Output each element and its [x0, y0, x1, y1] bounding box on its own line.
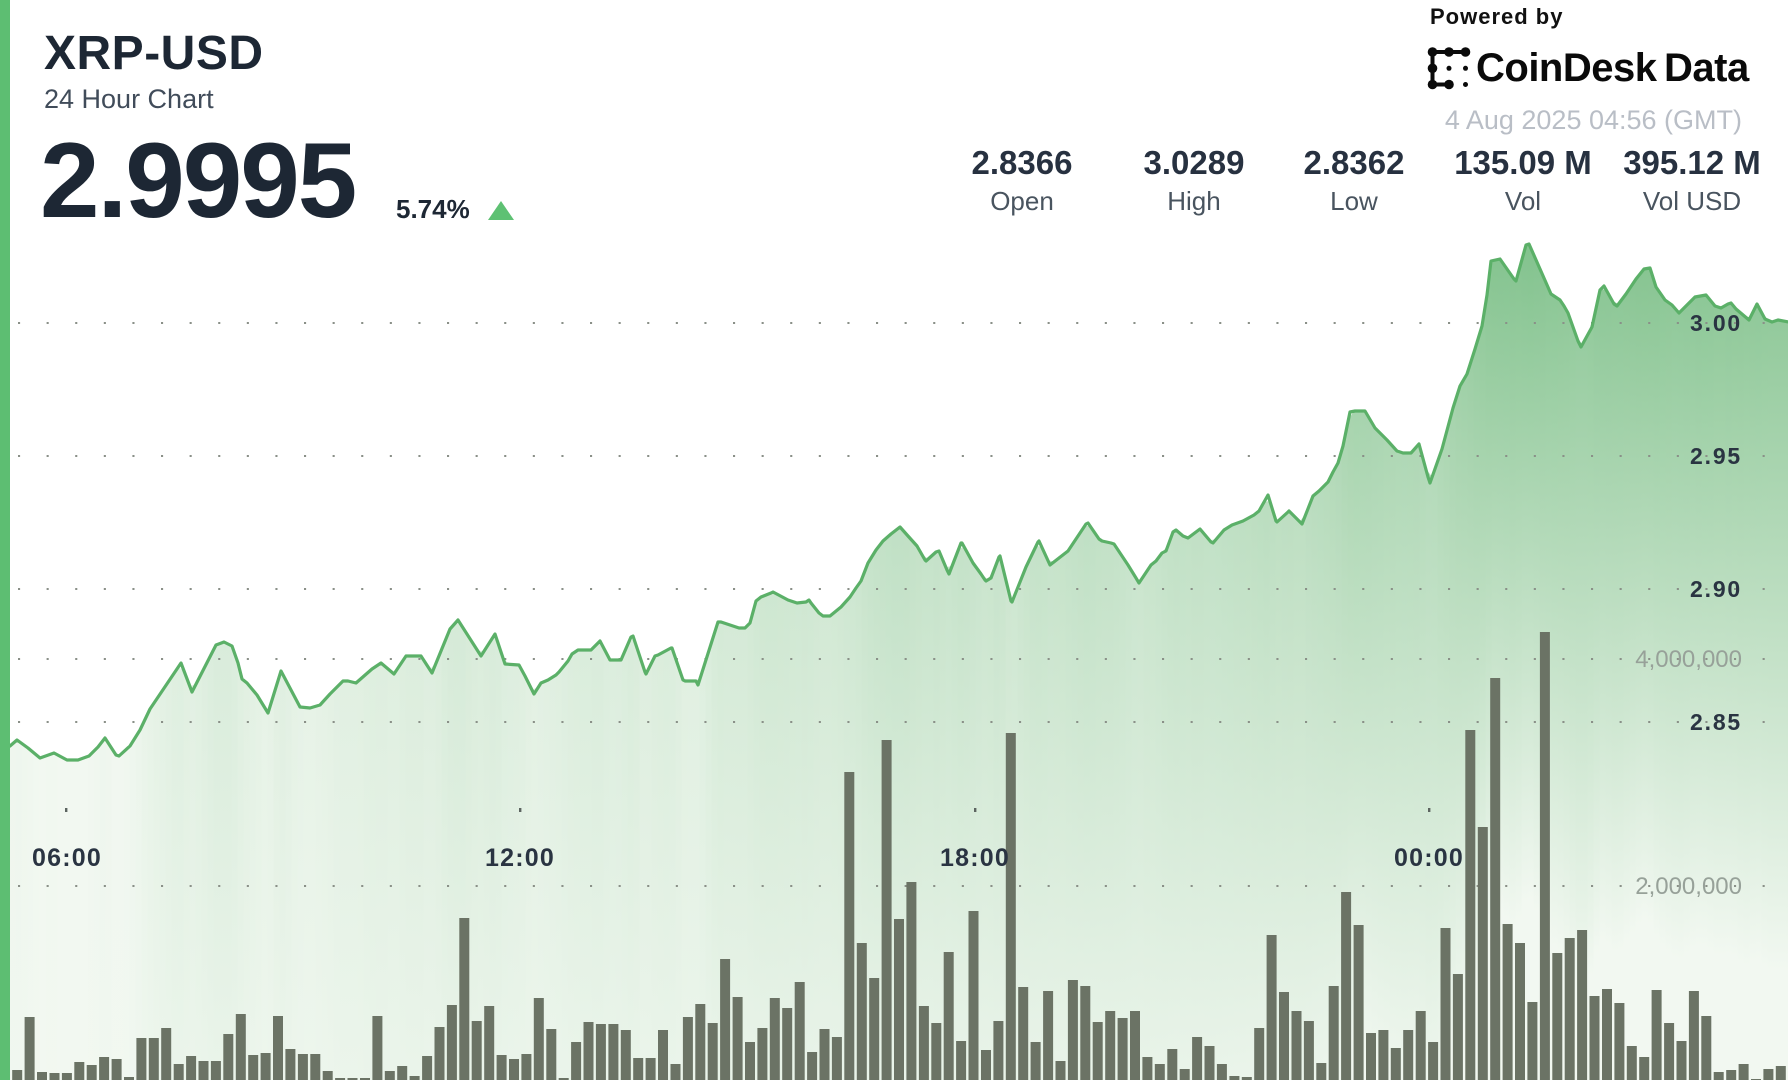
svg-text:06:00: 06:00 [32, 844, 102, 872]
svg-text:2.85: 2.85 [1690, 709, 1742, 735]
svg-text:2.95: 2.95 [1690, 443, 1742, 469]
svg-text:18:00: 18:00 [940, 844, 1010, 872]
svg-text:4,000,000: 4,000,000 [1635, 646, 1742, 673]
svg-text:2,000,000: 2,000,000 [1635, 873, 1742, 900]
svg-text:2.90: 2.90 [1690, 576, 1742, 602]
svg-text:00:00: 00:00 [1394, 844, 1464, 872]
svg-text:12:00: 12:00 [485, 844, 555, 872]
svg-text:3.00: 3.00 [1690, 310, 1742, 336]
